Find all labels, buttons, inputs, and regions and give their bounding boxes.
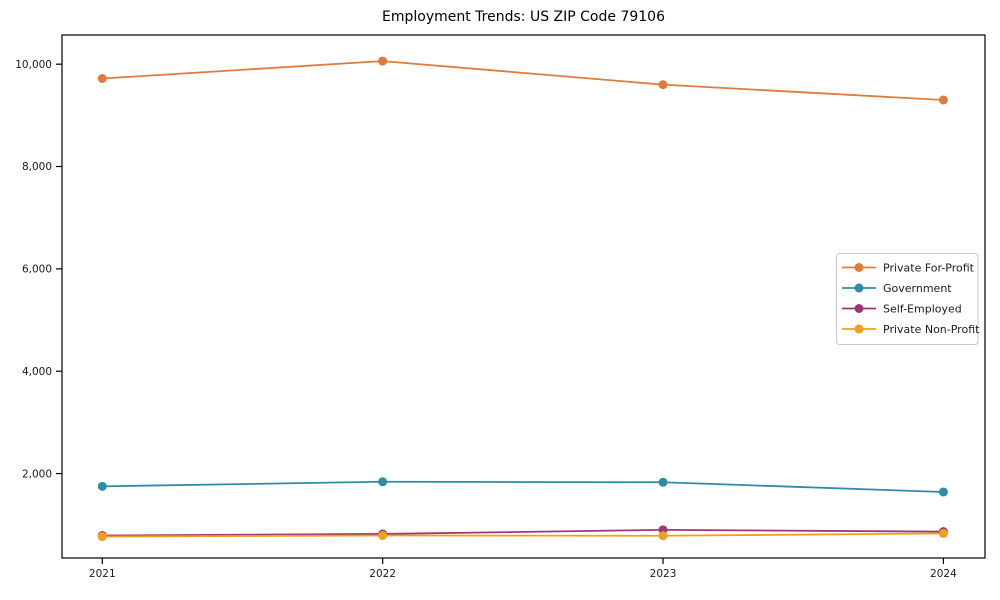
plot-frame [61, 34, 986, 559]
legend-marker-dot [854, 283, 864, 293]
y-tick-label: 4,000 [22, 366, 52, 378]
series-marker-3 [378, 530, 388, 540]
x-tick-label: 2021 [89, 568, 116, 580]
series-marker-1 [97, 481, 107, 491]
legend-label: Self-Employed [883, 302, 962, 315]
series-marker-3 [658, 531, 668, 541]
series-marker-3 [97, 532, 107, 542]
legend-label: Government [883, 282, 952, 295]
series-marker-0 [658, 80, 668, 90]
series-marker-1 [378, 477, 388, 487]
series-marker-1 [938, 487, 948, 497]
series-marker-3 [938, 528, 948, 538]
series-line-2 [101, 528, 945, 537]
legend-marker-dot [854, 304, 864, 313]
chart-title: Employment Trends: US ZIP Code 79106 [382, 9, 665, 25]
series-marker-0 [378, 56, 388, 66]
x-tick-label: 2022 [369, 568, 396, 580]
series-line-0 [101, 60, 945, 101]
x-tick-label: 2024 [930, 568, 957, 580]
y-tick-label: 2,000 [22, 468, 52, 480]
series-marker-1 [658, 477, 668, 487]
x-tick-label: 2023 [650, 568, 677, 580]
y-tick-label: 6,000 [22, 264, 52, 276]
legend-label: Private Non-Profit [883, 323, 980, 336]
series-line-1 [101, 480, 945, 493]
series-line-3 [101, 532, 945, 538]
series-marker-0 [938, 95, 948, 105]
y-tick-label: 10,000 [15, 59, 52, 71]
series-marker-0 [97, 73, 107, 83]
legend-marker-dot [854, 324, 864, 334]
y-tick-label: 8,000 [22, 161, 52, 173]
legend-box [836, 253, 979, 345]
legend-label: Private For-Profit [883, 261, 975, 274]
legend-marker-dot [854, 263, 864, 272]
